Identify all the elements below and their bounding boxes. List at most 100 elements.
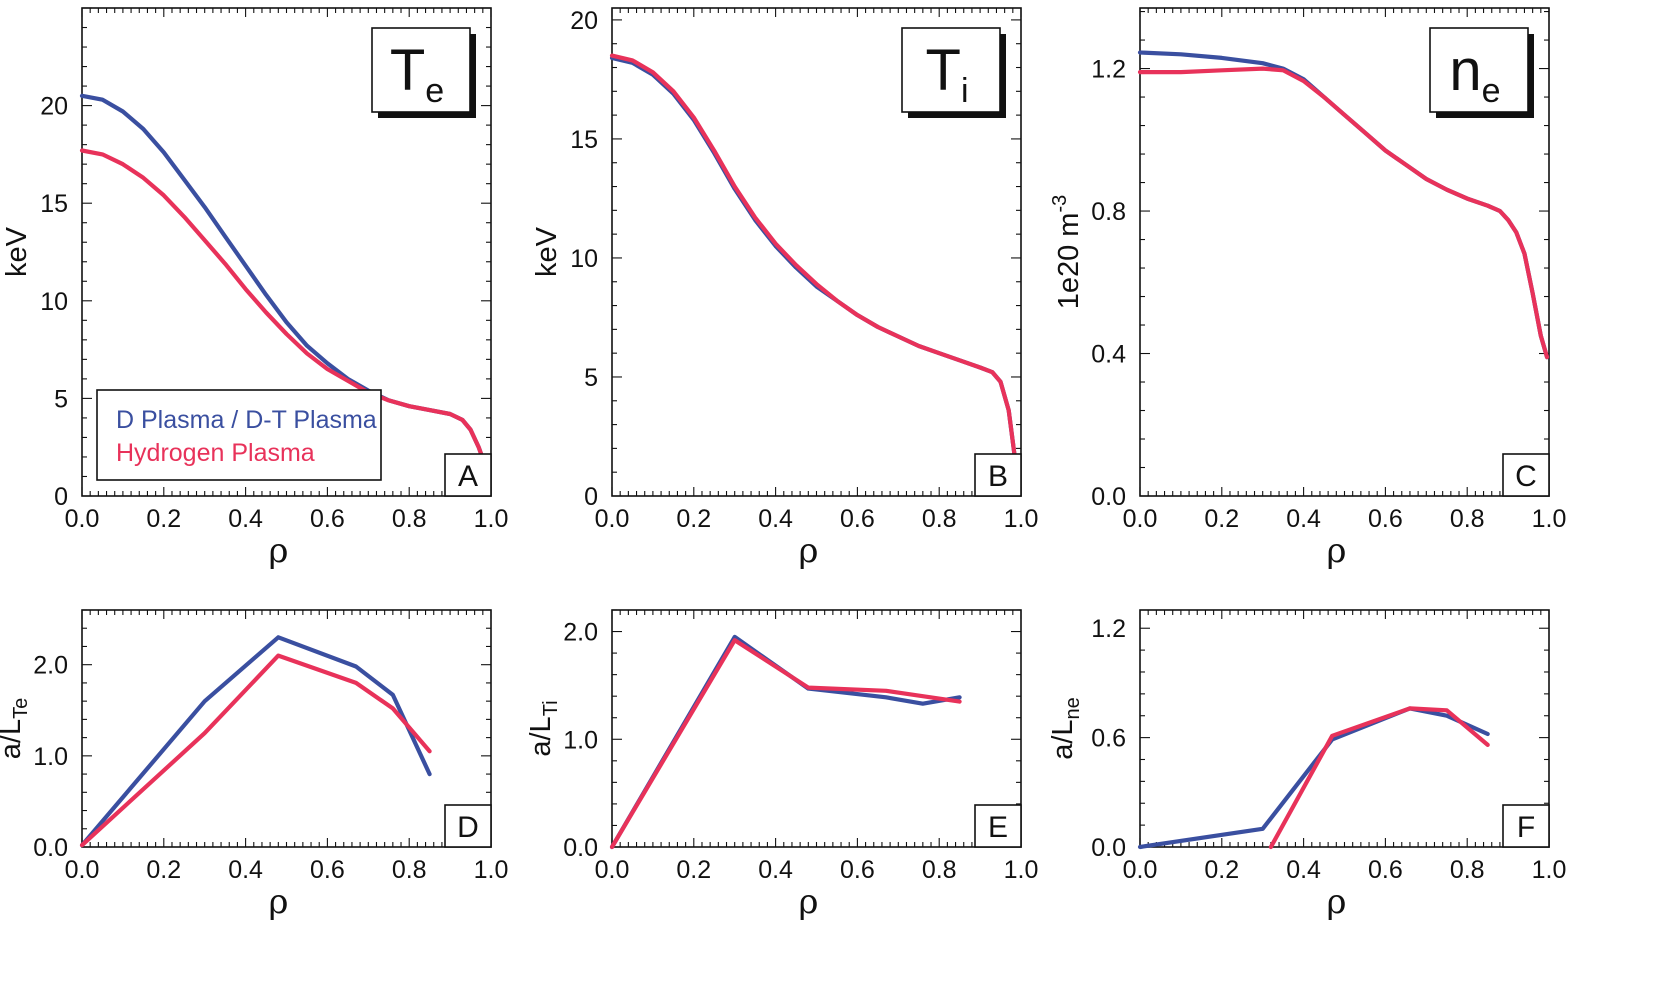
panel-letter: A: [458, 460, 478, 493]
panel-letter-frame: [444, 453, 492, 497]
series-hydrogen-plasma: [609, 638, 962, 850]
series-line: [79, 148, 487, 467]
x-tick-label: 0.2: [1204, 856, 1239, 884]
series-hydrogen-plasma: [1268, 706, 1490, 850]
x-tick-label: 1.0: [1004, 856, 1039, 884]
y-tick-label: 15: [570, 126, 598, 154]
x-tick-label: 0.2: [676, 856, 711, 884]
x-tick-label: 0.0: [1123, 856, 1158, 884]
tick-marks: [611, 609, 1022, 848]
panel-f: 0.0 0.2 0.4 0.6 0.8 1.0 0.0 0.6 1.2 ρ a/Lne F: [1047, 609, 1567, 922]
title-subscript: e: [1482, 72, 1501, 110]
title-main: T: [926, 38, 961, 103]
x-tick-label: 0.4: [758, 856, 793, 884]
series-line: [79, 653, 432, 848]
x-tick-label: 1.0: [1532, 856, 1567, 884]
y-axis-label: 1e20 m-3: [1049, 195, 1085, 310]
x-tick-label: 0.6: [310, 856, 345, 884]
y-tick-label: 0.4: [1091, 341, 1126, 369]
x-tick-label: 1.0: [474, 856, 509, 884]
title-box: Te: [371, 27, 476, 118]
y-axis-label: a/Lne: [1047, 697, 1084, 760]
y-tick-label: 0.0: [1091, 834, 1126, 862]
series-d-plasma: [609, 634, 962, 850]
x-axis-label: ρ: [799, 531, 819, 571]
series-hydrogen-plasma: [79, 148, 487, 467]
x-tick-label: 0.2: [146, 505, 181, 533]
x-tick-label: 0.8: [392, 856, 427, 884]
title-main: T: [390, 38, 425, 103]
panel-letter-frame: [444, 804, 492, 848]
y-axis-label: a/LTi: [525, 700, 562, 756]
series-line: [1268, 706, 1490, 850]
y-axis-label: keV: [1, 226, 33, 277]
series-d-plasma: [79, 635, 432, 848]
y-axis-label: keV: [531, 226, 563, 277]
plot-frame: [81, 609, 492, 848]
y-tick-label: 0.6: [1091, 725, 1126, 753]
title-frame: [1429, 27, 1529, 113]
x-tick-label: 1.0: [1532, 505, 1567, 533]
panel-letter: D: [457, 811, 479, 844]
y-tick-label: 5: [584, 364, 598, 392]
legend: D Plasma / D-T Plasma Hydrogen Plasma: [96, 389, 382, 481]
panel-d: 0.0 0.2 0.4 0.6 0.8 1.0 0.0 1.0 2.0 ρ a/LTe D: [0, 609, 509, 922]
y-axis-label-text: a/L: [1047, 719, 1079, 759]
y-axis-label: a/LTe: [0, 698, 32, 759]
series-line: [609, 634, 962, 850]
panel-letter: C: [1515, 460, 1537, 493]
panel-title: Ti: [926, 38, 969, 110]
y-tick-label: 10: [40, 288, 68, 316]
panel-letter-frame: [974, 804, 1022, 848]
y-tick-label: 0.0: [33, 834, 68, 862]
x-axis-label: ρ: [1327, 882, 1347, 922]
x-tick-label: 0.6: [1368, 856, 1403, 884]
series-hydrogen-plasma: [609, 53, 1017, 460]
title-box: Ti: [901, 27, 1006, 118]
y-axis-label-subscript: Te: [10, 698, 32, 719]
y-tick-label: 0: [584, 483, 598, 511]
x-tick-label: 0.4: [1286, 505, 1321, 533]
x-tick-label: 0.8: [922, 505, 957, 533]
y-tick-label: 20: [570, 7, 598, 35]
panel-b: 0.0 0.2 0.4 0.6 0.8 1.0 0 5 10 15 20 ρ keV B Ti: [531, 7, 1038, 571]
series-hydrogen-plasma: [79, 653, 432, 848]
panel-a: 0.0 0.2 0.4 0.6 0.8 1.0 0 5 10 15 20 ρ keV A Te D Plasm…: [1, 7, 508, 571]
panel-e: 0.0 0.2 0.4 0.6 0.8 1.0 0.0 1.0 2.0 ρ a/LTi E: [525, 609, 1039, 922]
panel-letter-box: D: [444, 804, 492, 848]
series-line: [1137, 66, 1550, 360]
x-tick-label: 0.8: [392, 505, 427, 533]
y-tick-label: 0.8: [1091, 198, 1126, 226]
panel-title: ne: [1449, 38, 1500, 110]
x-tick-label: 0.2: [676, 505, 711, 533]
series-line: [1137, 706, 1490, 850]
title-box: ne: [1429, 27, 1534, 118]
y-tick-label: 1.0: [563, 726, 598, 754]
x-tick-label: 0.8: [922, 856, 957, 884]
x-axis-label: ρ: [799, 882, 819, 922]
plot-frame: [1139, 609, 1550, 848]
panel-letter-box: E: [974, 804, 1022, 848]
x-tick-label: 0.4: [758, 505, 793, 533]
y-axis-label-text: a/L: [0, 719, 27, 759]
x-tick-label: 0.8: [1450, 505, 1485, 533]
y-axis-label-text: keV: [1, 226, 33, 277]
y-axis-label-subscript: ne: [1062, 697, 1084, 719]
x-tick-label: 0.6: [840, 505, 875, 533]
x-tick-label: 0.0: [595, 856, 630, 884]
x-tick-label: 0.6: [840, 856, 875, 884]
y-tick-label: 1.2: [1091, 615, 1126, 643]
x-tick-label: 0.2: [146, 856, 181, 884]
y-tick-label: 10: [570, 245, 598, 273]
panel-letter-frame: [1502, 453, 1550, 497]
legend-item-hydrogen-plasma: Hydrogen Plasma: [116, 439, 315, 467]
series-hydrogen-plasma: [1137, 66, 1550, 360]
series-line: [79, 635, 432, 848]
y-tick-label: 20: [40, 93, 68, 121]
y-tick-label: 2.0: [563, 619, 598, 647]
y-tick-label: 15: [40, 190, 68, 218]
x-tick-label: 0.0: [65, 505, 100, 533]
x-tick-label: 0.4: [228, 505, 263, 533]
x-tick-label: 0.2: [1204, 505, 1239, 533]
plot-frame: [611, 609, 1022, 848]
